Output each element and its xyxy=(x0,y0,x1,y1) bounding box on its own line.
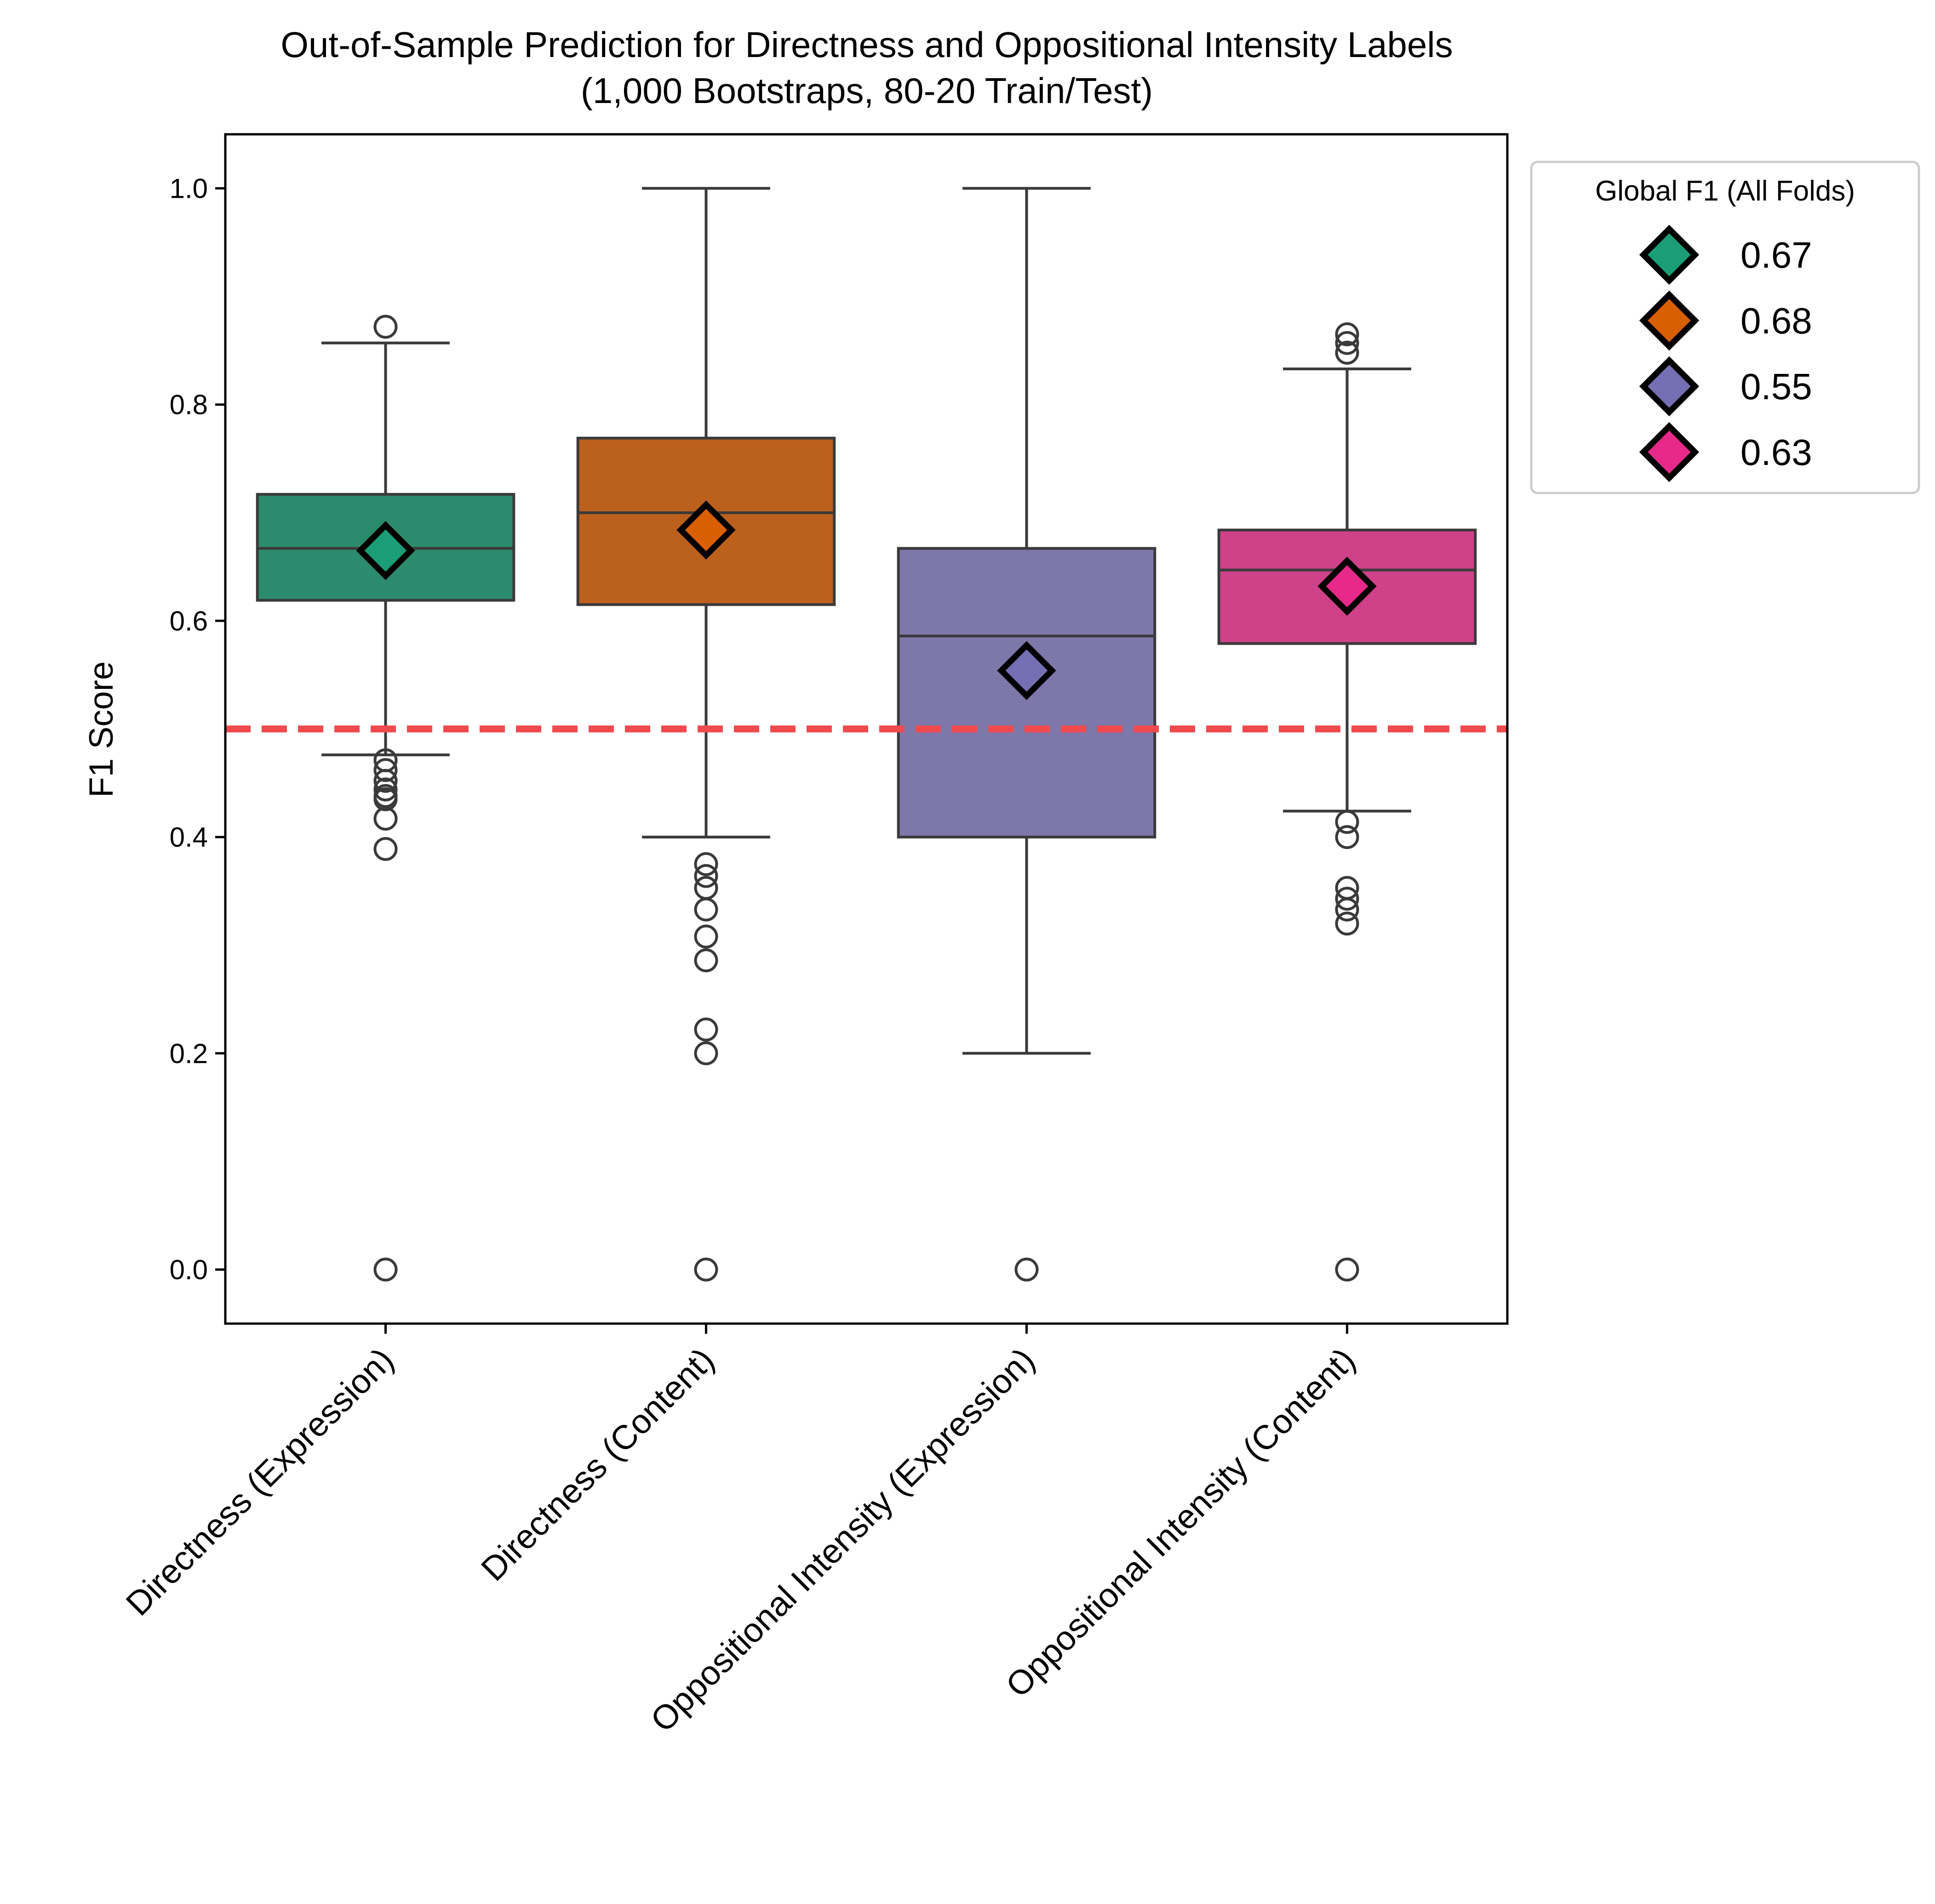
outlier-point xyxy=(373,1257,398,1282)
outlier-point xyxy=(373,807,398,831)
y-tick-label: 0.8 xyxy=(170,390,208,420)
legend-title: Global F1 (All Folds) xyxy=(1595,175,1855,207)
mean-marker xyxy=(997,641,1056,700)
box-group xyxy=(576,187,836,1282)
legend-entry-label: 0.63 xyxy=(1740,432,1812,473)
outlier-point xyxy=(373,315,398,339)
box-group xyxy=(1217,322,1477,1282)
x-tick-label: Oppositional Intensity (Expression) xyxy=(643,1341,1042,1739)
outlier-point xyxy=(1335,1257,1359,1282)
y-tick-label: 0.6 xyxy=(170,606,208,637)
plot-frame xyxy=(224,133,1509,1325)
legend-box xyxy=(1530,161,1920,494)
outlier-point xyxy=(694,897,718,922)
outlier-point xyxy=(373,787,398,811)
legend-entry-label: 0.55 xyxy=(1740,366,1812,407)
outlier-point xyxy=(694,1041,718,1066)
outlier-point xyxy=(1335,897,1359,922)
chart-title-line-1: Out-of-Sample Prediction for Directness … xyxy=(281,24,1453,65)
outlier-point xyxy=(1335,331,1359,355)
legend: Global F1 (All Folds) 0.67 0.68 0.55 0.63 xyxy=(1530,161,1920,494)
legend-diamond-icon xyxy=(1639,290,1700,351)
mean-marker xyxy=(676,500,736,560)
outlier-point xyxy=(1335,825,1359,849)
outlier-point xyxy=(373,758,398,782)
legend-diamond-icon xyxy=(1639,224,1700,285)
outlier-point xyxy=(373,837,398,861)
y-tick-label: 0.2 xyxy=(170,1038,208,1069)
legend-diamond-icon xyxy=(1639,356,1700,417)
outlier-point xyxy=(694,852,718,876)
mean-marker xyxy=(356,521,415,580)
y-tick-label: 0.4 xyxy=(170,822,208,853)
y-tick-label: 0.0 xyxy=(170,1254,208,1285)
x-tick-label: Directness (Expression) xyxy=(119,1341,401,1623)
plot-area: 0.0 0.2 0.4 0.6 0.8 1.0 Directness (Expression… xyxy=(119,133,1509,1739)
outlier-point xyxy=(694,1257,718,1282)
outlier-point xyxy=(1335,810,1359,834)
y-axis-label: F1 Score xyxy=(83,661,120,797)
legend-entry-label: 0.67 xyxy=(1740,235,1812,275)
outlier-point xyxy=(694,1017,718,1042)
outlier-point xyxy=(1335,322,1359,346)
mean-marker xyxy=(1317,556,1377,616)
y-tick-label: 1.0 xyxy=(170,173,208,204)
x-tick-label: Directness (Content) xyxy=(474,1341,721,1589)
chart-title-line-2: (1,000 Bootstraps, 80-20 Train/Test) xyxy=(581,70,1153,111)
outlier-point xyxy=(373,777,398,802)
outlier-point xyxy=(1335,887,1359,911)
outlier-point xyxy=(694,864,718,888)
legend-diamond-icon xyxy=(1639,422,1700,482)
outlier-point xyxy=(1335,912,1359,936)
outlier-point xyxy=(1014,1257,1039,1282)
chart-title: Out-of-Sample Prediction for Directness … xyxy=(281,24,1453,111)
outlier-point xyxy=(1335,340,1359,365)
outlier-point xyxy=(373,768,398,793)
legend-entry-label: 0.68 xyxy=(1740,300,1812,341)
box-group xyxy=(897,187,1156,1282)
outlier-point xyxy=(694,948,718,973)
box-group xyxy=(256,315,515,1282)
outlier-point xyxy=(694,924,718,949)
x-tick-label: Oppositional Intensity (Content) xyxy=(998,1341,1363,1705)
